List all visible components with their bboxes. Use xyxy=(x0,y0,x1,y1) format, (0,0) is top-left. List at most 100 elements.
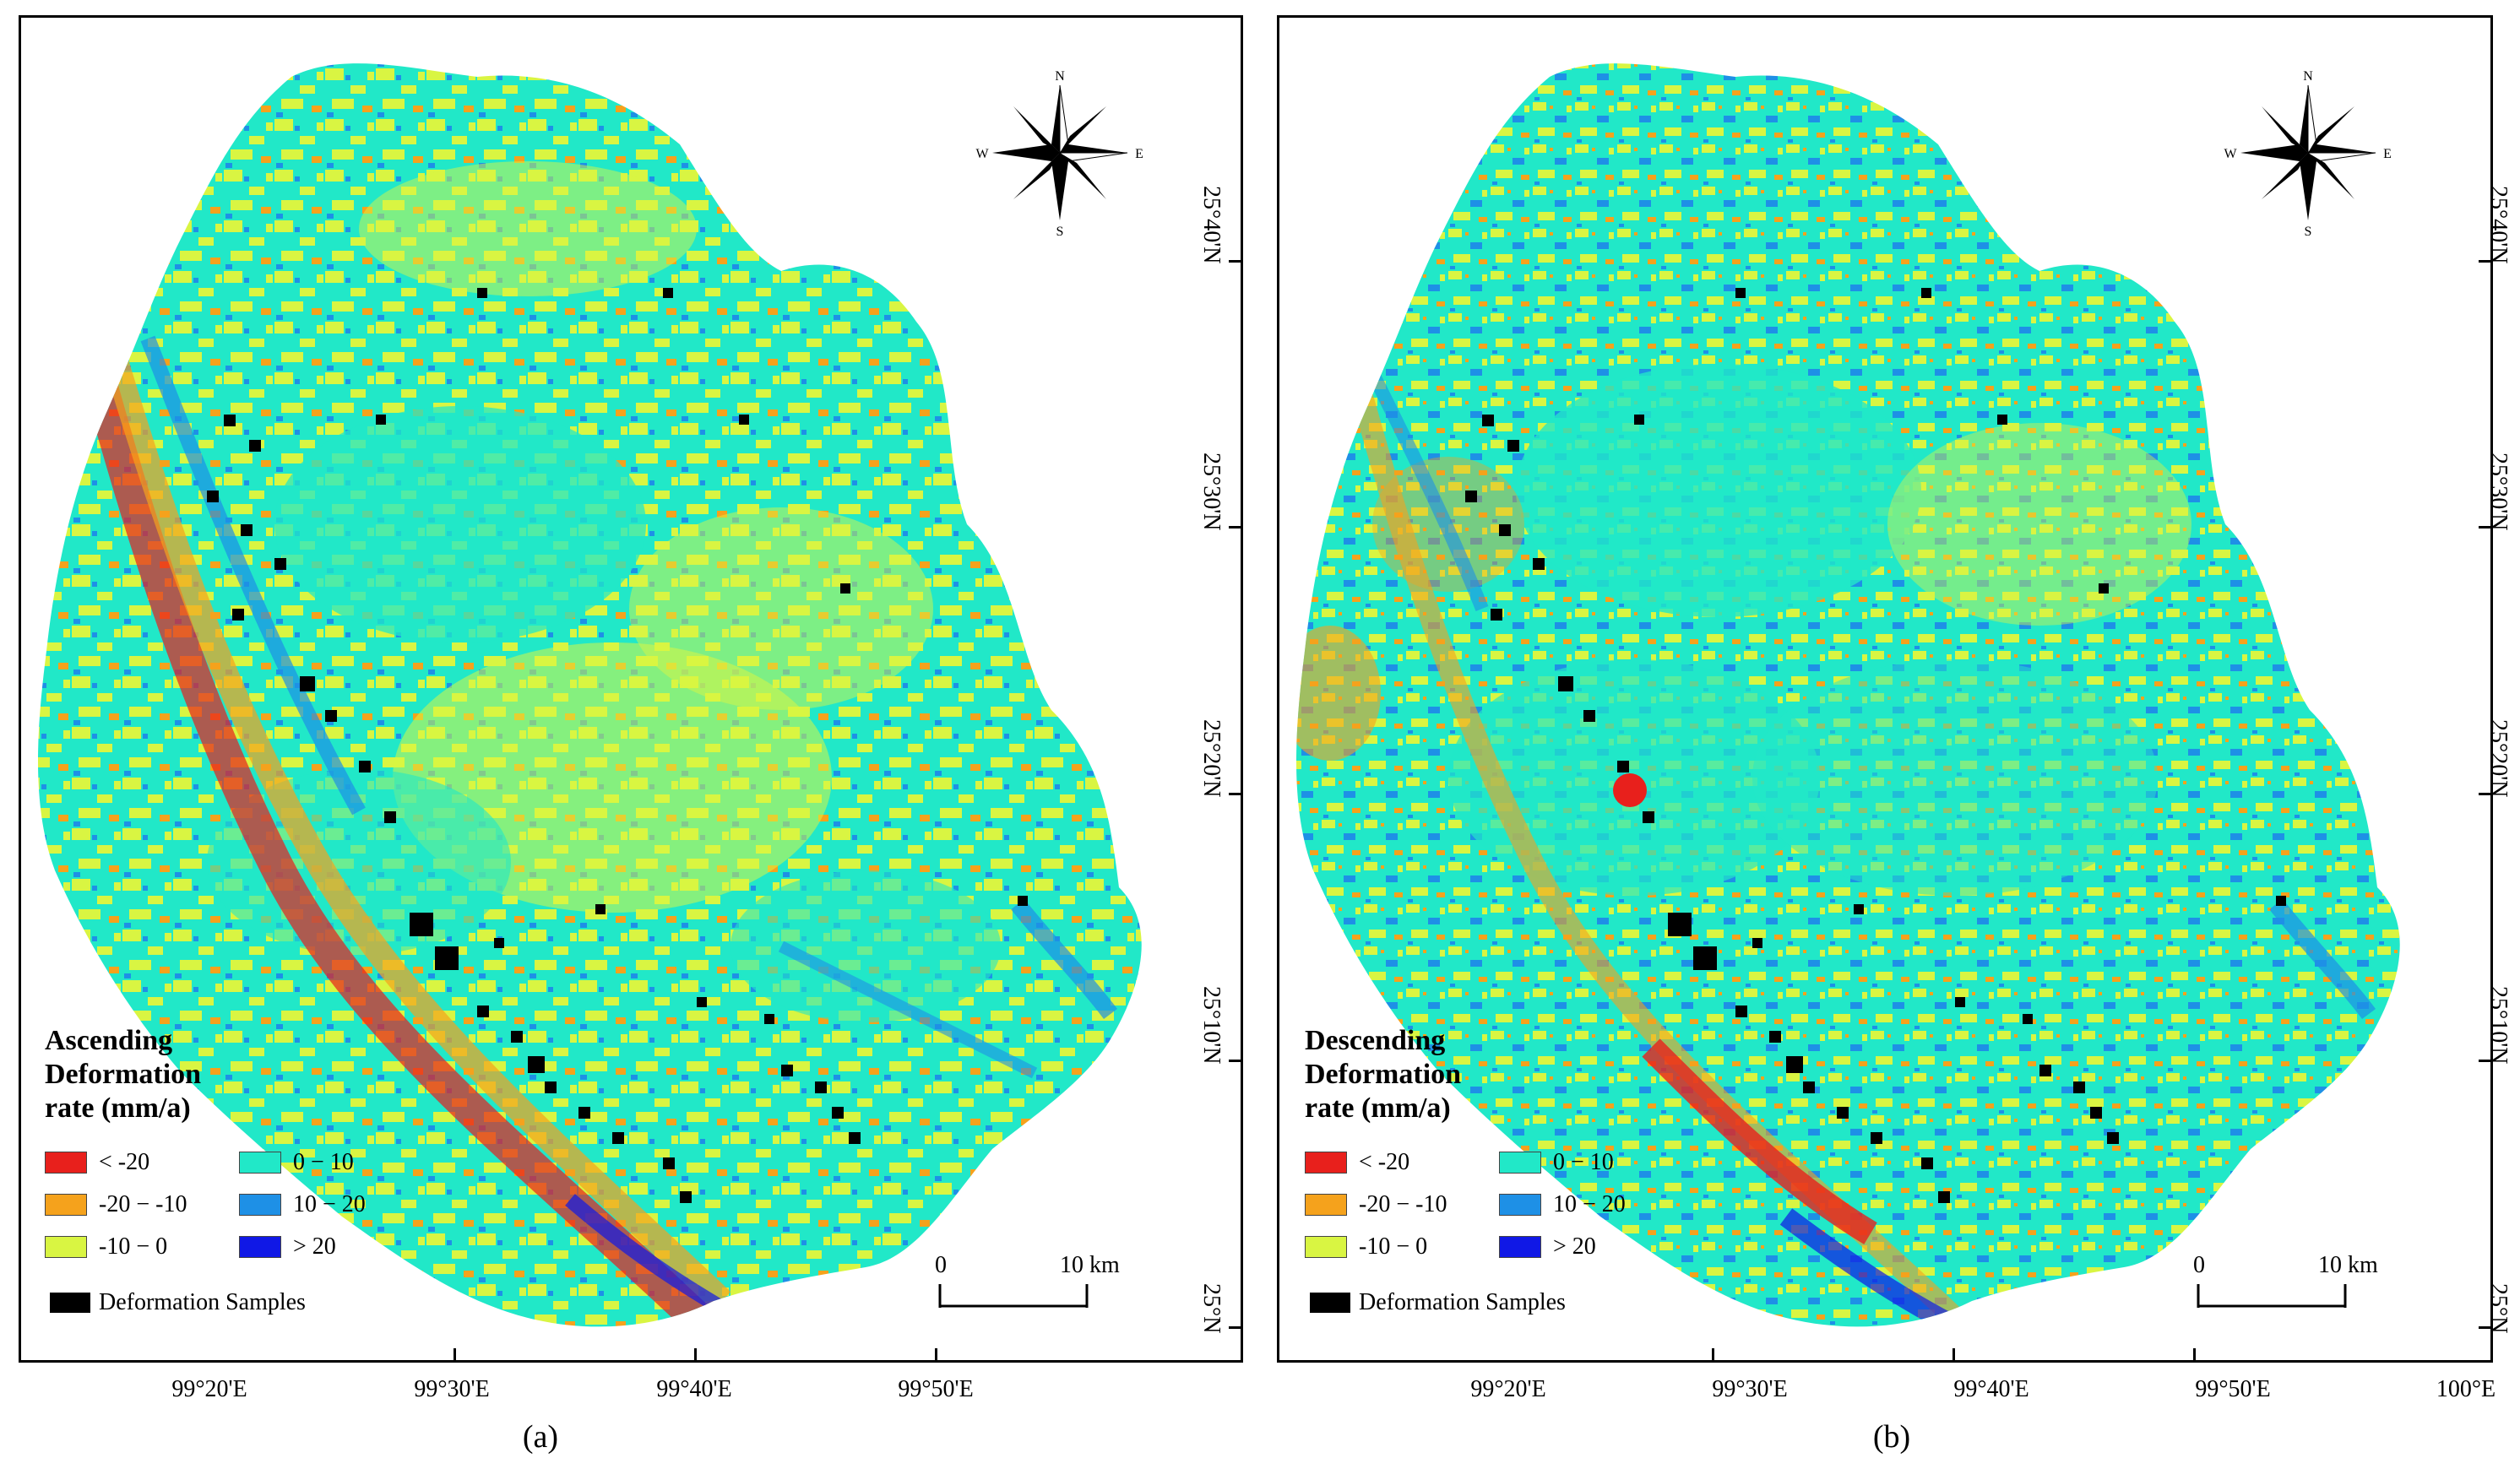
legend-swatch xyxy=(1305,1152,1347,1174)
map-frame-a: N S W E Ascending Deformation rate (mm/a… xyxy=(19,15,1243,1363)
legend-item-b-0: < -20 xyxy=(1305,1149,1409,1176)
legend-swatch xyxy=(1305,1194,1347,1216)
lat-tickmark xyxy=(2479,1326,2490,1329)
legend-item-a-3: 10 − 20 xyxy=(239,1191,366,1218)
lat-tickmark xyxy=(1229,260,1241,263)
lon-label-b-2: 99°40'E xyxy=(1953,1376,2029,1402)
lat-tickmark xyxy=(1229,793,1241,795)
legend-label: < -20 xyxy=(99,1149,150,1175)
lon-tickmark xyxy=(694,1348,697,1360)
samples-swatch xyxy=(50,1293,90,1313)
compass-w: W xyxy=(2224,147,2237,161)
legend-label: -20 − -10 xyxy=(1359,1191,1447,1217)
lon-label-b-4: 100°E xyxy=(2436,1376,2496,1402)
samples-legend-b: Deformation Samples xyxy=(1310,1289,1566,1316)
north-arrow-icon: N S W E xyxy=(975,69,1143,237)
lat-tickmark xyxy=(2479,526,2490,529)
terrain-patches-b xyxy=(1296,364,2191,896)
legend-label: > 20 xyxy=(293,1233,336,1260)
legend-item-b-1: 0 − 10 xyxy=(1499,1149,1614,1176)
legend-label: < -20 xyxy=(1359,1149,1410,1175)
legend-item-a-1: 0 − 10 xyxy=(239,1149,354,1176)
map-frame-b: N S W E Descending Deformation rate (mm/… xyxy=(1277,15,2493,1363)
scale-label-a: 10 km xyxy=(1060,1252,1120,1278)
lat-label-a-4: 25°N xyxy=(1198,1283,1225,1334)
deformation-samples-a xyxy=(207,288,1028,1203)
legend-title-a: Ascending Deformation rate (mm/a) xyxy=(45,1025,202,1124)
lat-tickmark xyxy=(2479,1060,2490,1062)
lon-label-b-3: 99°50'E xyxy=(2195,1376,2271,1402)
lon-label-a-0: 99°20'E xyxy=(171,1376,247,1402)
legend-swatch xyxy=(45,1236,87,1258)
compass-w: W xyxy=(975,147,989,161)
lat-label-b-0: 25°40'N xyxy=(2485,186,2512,264)
scale-label-b: 10 km xyxy=(2318,1252,2378,1278)
samples-legend-a: Deformation Samples xyxy=(50,1289,306,1316)
compass-n: N xyxy=(1055,69,1065,84)
compass-s: S xyxy=(1056,225,1064,237)
lon-tickmark xyxy=(1712,1348,1714,1360)
legend-item-a-4: -10 − 0 xyxy=(45,1233,167,1260)
legend-label: 0 − 10 xyxy=(1553,1149,1614,1175)
lat-label-a-2: 25°20'N xyxy=(1198,719,1225,798)
lat-label-a-1: 25°30'N xyxy=(1198,453,1225,531)
legend-label: 10 − 20 xyxy=(293,1191,366,1217)
lon-label-a-2: 99°40'E xyxy=(656,1376,732,1402)
samples-label: Deformation Samples xyxy=(1359,1289,1566,1315)
legend-swatch xyxy=(239,1194,281,1216)
lat-label-b-4: 25°N xyxy=(2485,1283,2512,1334)
lat-tickmark xyxy=(2479,260,2490,263)
lon-tickmark xyxy=(2193,1348,2196,1360)
legend-item-b-4: -10 − 0 xyxy=(1305,1233,1427,1260)
scale-bar-b xyxy=(2197,1284,2347,1308)
legend-label: > 20 xyxy=(1553,1233,1596,1260)
lat-label-b-3: 25°10'N xyxy=(2485,986,2512,1065)
legend-swatch xyxy=(1499,1194,1541,1216)
legend-item-a-5: > 20 xyxy=(239,1233,336,1260)
compass-n: N xyxy=(2303,69,2313,84)
north-arrow-icon: N S W E xyxy=(2224,69,2392,237)
scale-zero-a: 0 xyxy=(935,1252,947,1278)
legend-swatch xyxy=(1499,1236,1541,1258)
legend-item-a-2: -20 − -10 xyxy=(45,1191,187,1218)
legend-item-a-0: < -20 xyxy=(45,1149,149,1176)
lon-tickmark xyxy=(453,1348,456,1360)
lat-tickmark xyxy=(1229,1326,1241,1329)
lon-tickmark xyxy=(1952,1348,1955,1360)
legend-item-b-5: > 20 xyxy=(1499,1233,1596,1260)
lat-label-a-0: 25°40'N xyxy=(1198,186,1225,264)
legend-label: 0 − 10 xyxy=(293,1149,354,1175)
scale-zero-b: 0 xyxy=(2193,1252,2205,1278)
legend-item-b-3: 10 − 20 xyxy=(1499,1191,1626,1218)
deformation-samples-b xyxy=(1465,288,2286,1203)
samples-swatch xyxy=(1310,1293,1350,1313)
legend-swatch xyxy=(45,1152,87,1174)
legend-title-b: Descending Deformation rate (mm/a) xyxy=(1305,1025,1462,1124)
compass-e: E xyxy=(1135,147,1143,161)
compass-e: E xyxy=(2383,147,2392,161)
fault-zone-a xyxy=(80,335,1117,1327)
lat-label-b-2: 25°20'N xyxy=(2485,719,2512,798)
legend-item-b-2: -20 − -10 xyxy=(1305,1191,1447,1218)
legend-swatch xyxy=(45,1194,87,1216)
panel-label-a: (a) xyxy=(522,1419,559,1455)
compass-s: S xyxy=(2305,225,2312,237)
lat-tickmark xyxy=(2479,793,2490,795)
lon-label-b-1: 99°30'E xyxy=(1712,1376,1788,1402)
lon-label-a-1: 99°30'E xyxy=(414,1376,490,1402)
lat-tickmark xyxy=(1229,526,1241,529)
legend-label: -10 − 0 xyxy=(1359,1233,1428,1260)
legend-label: -10 − 0 xyxy=(99,1233,168,1260)
legend-label: 10 − 20 xyxy=(1553,1191,1626,1217)
deformation-map-a xyxy=(38,63,1142,1327)
legend-swatch xyxy=(239,1152,281,1174)
lon-label-a-3: 99°50'E xyxy=(898,1376,974,1402)
scale-bar-a xyxy=(938,1284,1089,1308)
legend-swatch xyxy=(239,1236,281,1258)
legend-swatch xyxy=(1305,1236,1347,1258)
deformation-map-b xyxy=(1296,63,2400,1327)
lon-tickmark xyxy=(935,1348,937,1360)
lat-label-a-3: 25°10'N xyxy=(1198,986,1225,1065)
fault-zone-b xyxy=(1344,335,2376,1327)
legend-label: -20 − -10 xyxy=(99,1191,187,1217)
